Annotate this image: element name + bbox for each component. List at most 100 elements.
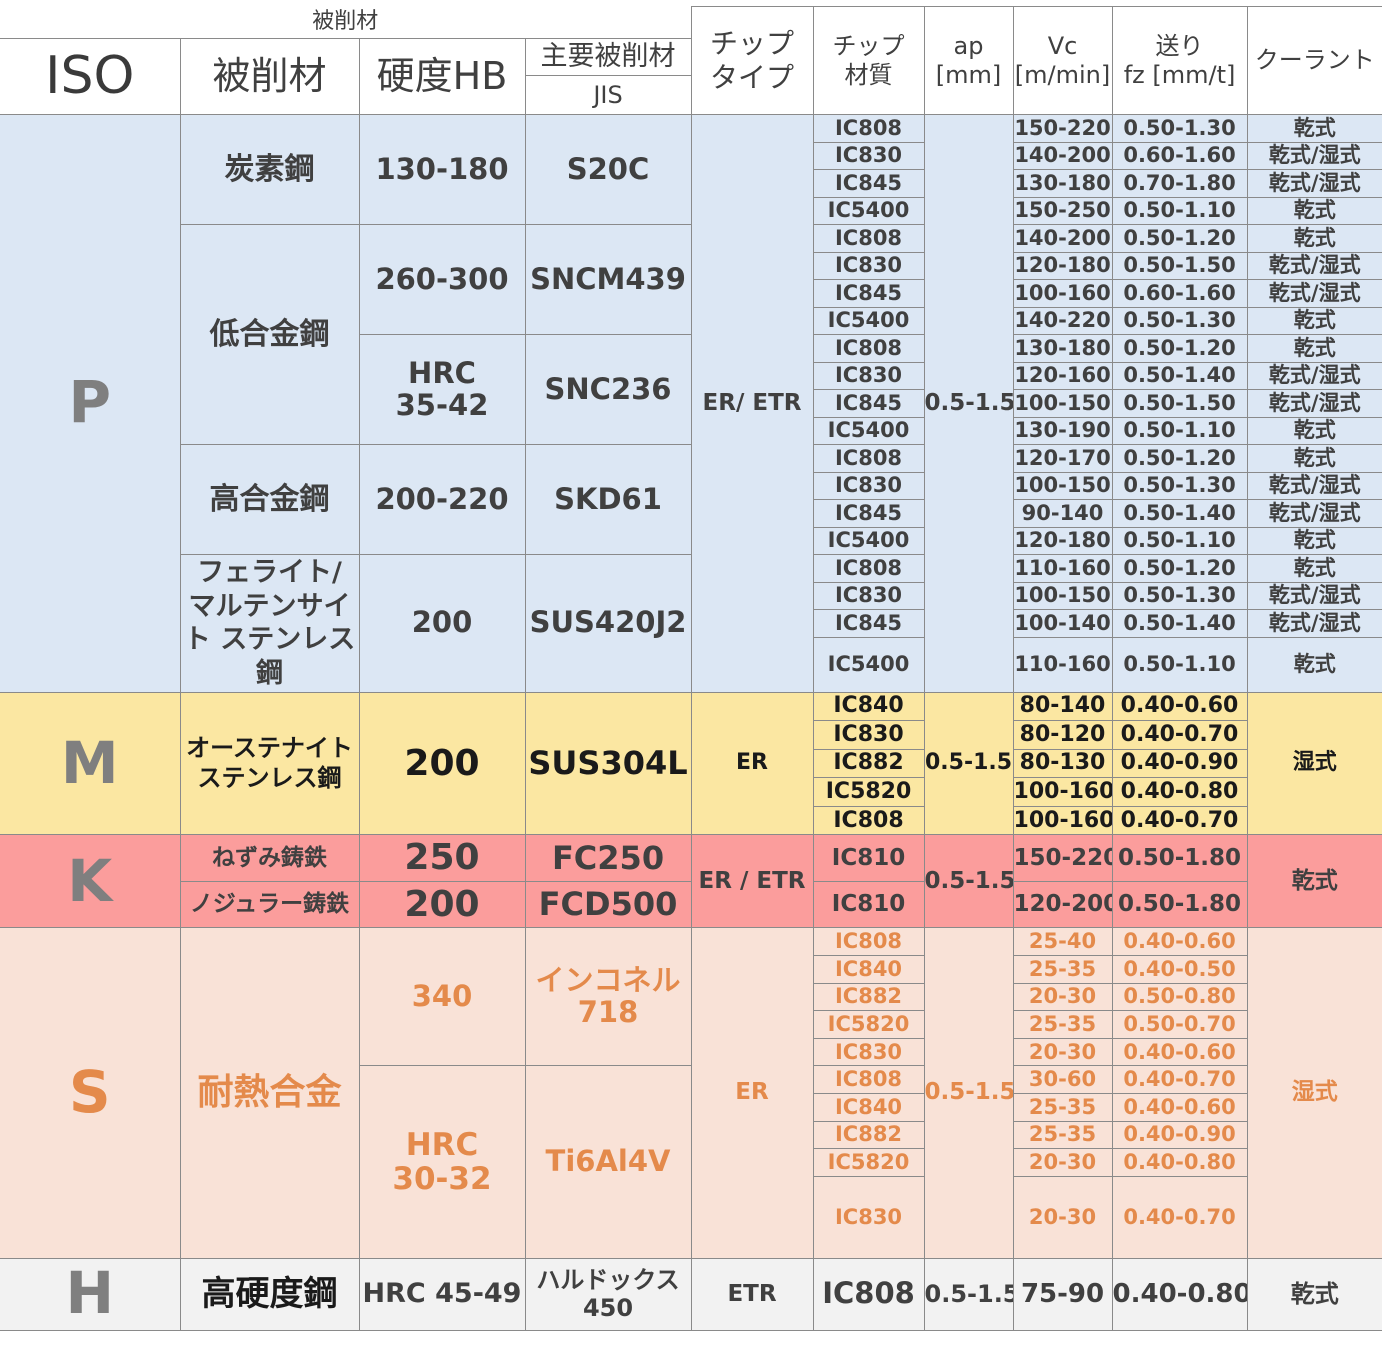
table-row: HRC 30-32 Ti6Al4V IC808 30-60 0.40-0.70 xyxy=(0,1065,1382,1259)
vc-cell: 120-180 xyxy=(1012,251,1113,280)
table-row: P 炭素鋼 130-180 S20C ER/ ETR IC808 0.5-1.5 150-22… xyxy=(0,114,1382,693)
fz-cell: 0.50-1.30 xyxy=(1111,306,1248,335)
vc-cell: 20-30 xyxy=(1012,1148,1113,1177)
chip-type-cell: ER / ETR xyxy=(690,834,814,929)
table-row: IC5400 110-160 0.50-1.10 乾式 xyxy=(0,636,1382,693)
grade-cell: IC882 xyxy=(812,982,925,1012)
grade-cell: IC808 xyxy=(812,1065,925,1095)
table-row: IC845 100-150 0.50-1.50 乾式/湿式 xyxy=(0,389,1382,418)
header-group-label: 被削材 xyxy=(0,6,692,39)
fz-cell: 0.70-1.80 xyxy=(1111,169,1248,198)
jis-cell: SUS420J2 xyxy=(524,554,692,693)
table-row: IC845 130-180 0.70-1.80 乾式/湿式 xyxy=(0,169,1382,198)
fz-cell: 0.40-0.60 xyxy=(1111,927,1248,957)
fz-cell: 0.40-0.70 xyxy=(1111,720,1248,750)
coolant-cell: 乾式/湿式 xyxy=(1246,499,1382,528)
grade-cell: IC840 xyxy=(812,691,925,722)
coolant-cell: 乾式/湿式 xyxy=(1246,471,1382,500)
grade-cell: IC830 xyxy=(812,581,925,610)
header-main-material-cell: 主要被削材 JIS xyxy=(524,38,692,115)
vc-cell: 150-220 xyxy=(1012,114,1113,143)
jis-cell: FC250 xyxy=(524,834,692,882)
vc-cell: 140-200 xyxy=(1012,224,1113,253)
grade-cell: IC808 xyxy=(812,927,925,957)
coolant-cell: 乾式 xyxy=(1246,526,1382,555)
table-row: IC5820 25-35 0.50-0.70 xyxy=(0,1010,1382,1039)
vc-cell: 25-35 xyxy=(1012,955,1113,984)
coolant-cell: 乾式 xyxy=(1246,334,1382,363)
vc-cell: 20-30 xyxy=(1012,1175,1113,1259)
fz-cell: 0.40-0.70 xyxy=(1111,1065,1248,1095)
vc-cell: 120-200 xyxy=(1012,880,1113,929)
fz-cell: 0.40-0.80 xyxy=(1111,1148,1248,1177)
grade-cell: IC5820 xyxy=(812,1148,925,1177)
material-cell: オーステナイト ステンレス鋼 xyxy=(179,691,360,836)
grade-cell: IC845 xyxy=(812,609,925,638)
vc-cell: 100-140 xyxy=(1012,609,1113,638)
material-cell: 炭素鋼 xyxy=(179,114,360,225)
jis-cell: Ti6Al4V xyxy=(524,1065,692,1259)
material-cell: 低合金鋼 xyxy=(179,224,360,445)
grade-cell: IC830 xyxy=(812,141,925,170)
header-vc: Vc [m/min] xyxy=(1012,6,1113,115)
chip-type-cell: ER/ ETR xyxy=(690,114,814,693)
ap-cell: 0.5-1.5 xyxy=(923,114,1014,693)
fz-cell: 0.40-0.60 xyxy=(1111,1093,1248,1122)
vc-cell: 130-190 xyxy=(1012,416,1113,445)
fz-cell: 0.40-0.60 xyxy=(1111,1037,1248,1067)
fz-cell: 0.40-0.80 xyxy=(1111,777,1248,807)
fz-cell: 0.50-1.10 xyxy=(1111,416,1248,445)
table-row: IC845 100-140 0.50-1.40 乾式/湿式 xyxy=(0,609,1382,638)
table-row: IC808 100-160 0.40-0.70 xyxy=(0,805,1382,836)
vc-cell: 100-150 xyxy=(1012,581,1113,610)
fz-cell: 0.50-1.80 xyxy=(1111,834,1248,882)
table-row: K ねずみ鋳鉄 250 FC250 ER / ETR IC810 0.5-1.5 150-22… xyxy=(0,834,1382,929)
table-row: 高合金鋼 200-220 SKD61 IC808 120-170 0.50-1.20 乾式 xyxy=(0,444,1382,555)
jis-cell: FCD500 xyxy=(524,880,692,929)
coolant-cell: 乾式 xyxy=(1246,416,1382,445)
grade-cell: IC845 xyxy=(812,389,925,418)
header-coolant: クーラント xyxy=(1246,6,1382,115)
hardness-cell: 260-300 xyxy=(358,224,526,335)
hardness-cell: 340 xyxy=(358,927,526,1067)
table-row: IC5820 100-160 0.40-0.80 xyxy=(0,777,1382,807)
grade-cell: IC810 xyxy=(812,880,925,929)
table-row: IC830 120-160 0.50-1.40 乾式/湿式 xyxy=(0,361,1382,390)
table-row: H 高硬度鋼 HRC 45-49 ハルドックス 450 ETR IC808 0.5-1.5 75… xyxy=(0,1257,1382,1331)
vc-cell: 25-35 xyxy=(1012,1120,1113,1150)
fz-cell: 0.50-1.40 xyxy=(1111,361,1248,390)
fz-cell: 0.40-0.50 xyxy=(1111,955,1248,984)
iso-k: K xyxy=(0,834,181,929)
hardness-cell: 250 xyxy=(358,834,526,882)
vc-cell: 140-200 xyxy=(1012,141,1113,170)
table-row: IC5400 140-220 0.50-1.30 乾式 xyxy=(0,306,1382,335)
vc-cell: 120-170 xyxy=(1012,444,1113,473)
vc-cell: 100-160 xyxy=(1012,805,1113,836)
fz-cell: 0.50-1.20 xyxy=(1111,334,1248,363)
iso-m: M xyxy=(0,691,181,836)
vc-cell: 140-220 xyxy=(1012,306,1113,335)
table-row: IC845 90-140 0.50-1.40 乾式/湿式 xyxy=(0,499,1382,528)
grade-cell: IC808 xyxy=(812,1257,925,1331)
coolant-cell: 乾式 xyxy=(1246,444,1382,473)
table-row: IC830 140-200 0.60-1.60 乾式/湿式 xyxy=(0,141,1382,170)
table-row: IC830 20-30 0.40-0.60 xyxy=(0,1037,1382,1067)
fz-cell: 0.50-1.30 xyxy=(1111,114,1248,143)
table-row: HRC 35-42 SNC236 IC808 130-180 0.50-1.20 乾式 xyxy=(0,334,1382,445)
fz-cell: 0.50-1.10 xyxy=(1111,636,1248,693)
header-chip-grade: チップ 材質 xyxy=(812,6,925,115)
vc-cell: 150-250 xyxy=(1012,196,1113,225)
fz-cell: 0.50-1.50 xyxy=(1111,251,1248,280)
grade-cell: IC808 xyxy=(812,114,925,143)
grade-cell: IC830 xyxy=(812,1037,925,1067)
fz-cell: 0.50-1.10 xyxy=(1111,196,1248,225)
coolant-cell: 乾式/湿式 xyxy=(1246,169,1382,198)
jis-cell: インコネル 718 xyxy=(524,927,692,1067)
chip-type-cell: ER xyxy=(690,691,814,836)
vc-cell: 20-30 xyxy=(1012,1037,1113,1067)
material-cell: ノジュラー鋳鉄 xyxy=(179,880,360,929)
hardness-cell: 200 xyxy=(358,691,526,836)
ap-cell: 0.5-1.5 xyxy=(923,834,1014,929)
coolant-cell: 湿式 xyxy=(1246,927,1382,1259)
fz-cell: 0.40-0.60 xyxy=(1111,691,1248,722)
